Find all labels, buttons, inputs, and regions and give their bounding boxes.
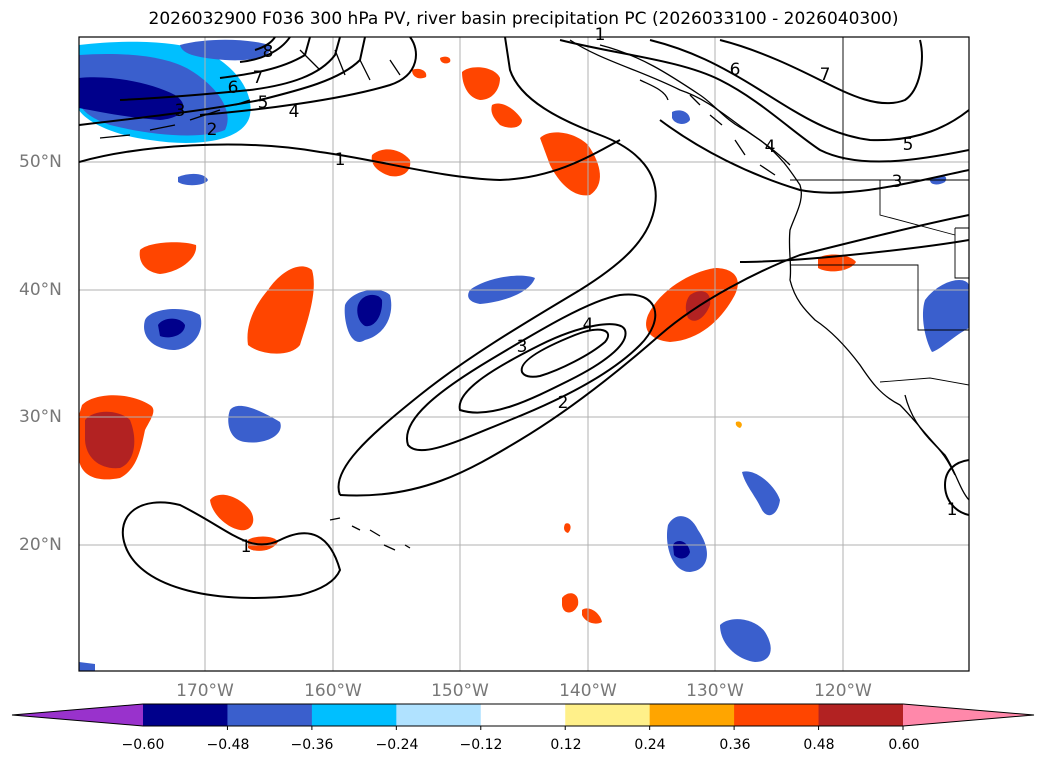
precip-area-121w-42n <box>818 254 856 272</box>
lat-tick-label: 50°N <box>19 152 62 172</box>
borders <box>790 37 969 386</box>
precip-area-173w-43n <box>139 242 197 274</box>
precip-area-133w-20n <box>666 516 708 572</box>
colorbar-extend-high <box>903 704 1034 726</box>
lon-tick-label: 120°W <box>814 681 872 701</box>
map-title: 2026032900 F036 300 hPa PV, river basin … <box>148 9 899 29</box>
coastlines <box>99 39 969 551</box>
colorbar-outline <box>11 703 1035 727</box>
colorbar-tick-label: −0.36 <box>290 737 334 753</box>
negative-precip-areas <box>79 39 969 671</box>
contour-label: 4 <box>765 137 776 157</box>
contour-label: 4 <box>289 102 300 122</box>
contour-label: 5 <box>903 135 914 155</box>
colorbar-segment <box>311 704 397 726</box>
colorbar-segment <box>396 704 482 726</box>
colorbar-tick-label: −0.60 <box>121 737 165 753</box>
colorbar-segment <box>143 704 228 726</box>
lon-tick-label: 130°W <box>686 681 744 701</box>
contour-label: 2 <box>207 120 218 140</box>
colorbar-tick-label: 0.12 <box>550 737 582 753</box>
precip-area-small-1 <box>178 173 208 186</box>
contour-label: 1 <box>335 150 346 170</box>
contour-label: 3 <box>892 172 903 192</box>
pv-contours <box>79 37 969 599</box>
contour-label: 8 <box>263 42 274 62</box>
contour-label: 6 <box>730 60 741 80</box>
colorbar-tick-label: 0.48 <box>803 737 835 753</box>
lon-tick-label: 150°W <box>431 681 489 701</box>
colorbar <box>11 703 1035 730</box>
colorbar-segment <box>227 704 313 726</box>
contour-label: 2 <box>558 393 569 413</box>
colorbar-extend-low <box>12 704 143 726</box>
colorbar-segment <box>480 704 566 726</box>
precip-area-168w-24n <box>210 494 254 531</box>
contour-labels: 8 7 6 5 4 3 2 1 1 6 7 5 4 3 4 3 2 1 1 <box>175 25 958 557</box>
lon-tick-label: 140°W <box>559 681 617 701</box>
colorbar-tick-label: 0.60 <box>888 737 920 753</box>
precip-area-167w-30n <box>228 405 281 443</box>
contour-label: 4 <box>583 315 594 335</box>
contour-label: 1 <box>595 25 606 45</box>
colorbar-segment <box>565 704 651 726</box>
lon-tick-label: 160°W <box>304 681 362 701</box>
precip-area-154w-50n <box>371 149 411 177</box>
precip-area-128w-14n <box>720 619 771 662</box>
contour-label: 7 <box>820 65 831 85</box>
colorbar-tick-label: 0.36 <box>719 737 751 753</box>
precip-area-146w-56n <box>462 67 500 100</box>
contour-label: 7 <box>253 68 264 88</box>
map-frame <box>78 36 970 672</box>
lon-tick-label: 170°W <box>176 681 234 701</box>
precip-area-127w-25n <box>742 471 780 516</box>
colorbar-tick-label: −0.48 <box>206 737 250 753</box>
lat-tick-label: 30°N <box>19 407 62 427</box>
colorbar-segment <box>818 704 904 726</box>
contour-label: 3 <box>175 101 186 121</box>
colorbar-tick-label: −0.12 <box>459 737 503 753</box>
contour-label: 1 <box>241 537 252 557</box>
colorbar-segment <box>734 704 820 726</box>
contour-label: 5 <box>258 93 269 113</box>
precip-area-116w-37n <box>922 280 969 352</box>
colorbar-tick-label: −0.24 <box>375 737 419 753</box>
positive-precip-areas <box>79 56 856 624</box>
contour-label: 1 <box>947 500 958 520</box>
lat-tick-label: 40°N <box>19 280 62 300</box>
precip-area-138w-51n <box>540 132 600 196</box>
colorbar-segment <box>649 704 735 726</box>
lat-tick-label: 20°N <box>19 535 62 555</box>
contour-label: 6 <box>228 78 239 98</box>
precip-area-164w-38n <box>247 266 314 354</box>
contour-label: 3 <box>517 337 528 357</box>
colorbar-tick-label: 0.24 <box>634 737 666 753</box>
